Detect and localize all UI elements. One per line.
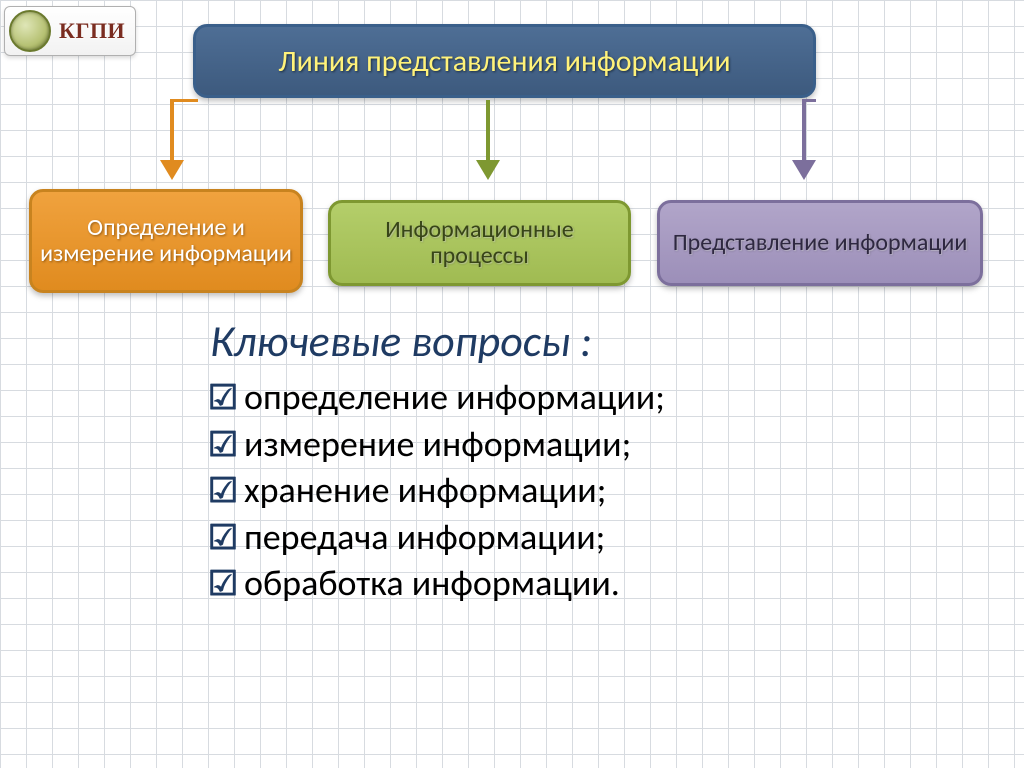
child-node-processes: Информационные процессы [328,200,631,286]
list-item-text: определение информации; [244,374,665,420]
list-item-text: передача информации; [244,514,605,560]
list-item: ☑ обработка информации. [204,560,900,607]
list-item: ☑ определение информации; [204,374,900,421]
child-node-representation: Представление информации [657,200,983,286]
logo-emblem-icon [9,10,51,52]
checkbox-icon: ☑ [204,377,242,421]
root-node: Линия представления информации [193,24,816,98]
logo-text: КГПИ [59,18,125,44]
logo-badge: КГПИ [4,6,136,56]
checkbox-icon: ☑ [204,470,242,514]
list-item-text: хранение информации; [244,467,606,513]
child-node-label: Определение и измерение информации [32,215,300,268]
list-item: ☑ измерение информации; [204,421,900,468]
child-node-label: Информационные процессы [331,217,628,270]
arrow-to-child-1 [170,100,174,162]
connector-segment [170,99,198,102]
key-questions-block: Ключевые вопросы : ☑ определение информа… [200,314,900,607]
list-item-text: обработка информации. [244,560,620,606]
list-item: ☑ передача информации; [204,514,900,561]
child-node-label: Представление информации [665,230,976,256]
root-node-label: Линия представления информации [270,43,738,80]
checkbox-icon: ☑ [204,424,242,468]
key-questions-list: ☑ определение информации; ☑ измерение ин… [200,374,900,607]
list-item: ☑ хранение информации; [204,467,900,514]
key-questions-title: Ключевые вопросы : [210,314,900,368]
arrow-to-child-3 [802,100,806,162]
list-item-text: измерение информации; [244,421,631,467]
arrow-to-child-2 [486,100,490,162]
child-node-definition: Определение и измерение информации [29,189,303,293]
checkbox-icon: ☑ [204,517,242,561]
checkbox-icon: ☑ [204,563,242,607]
